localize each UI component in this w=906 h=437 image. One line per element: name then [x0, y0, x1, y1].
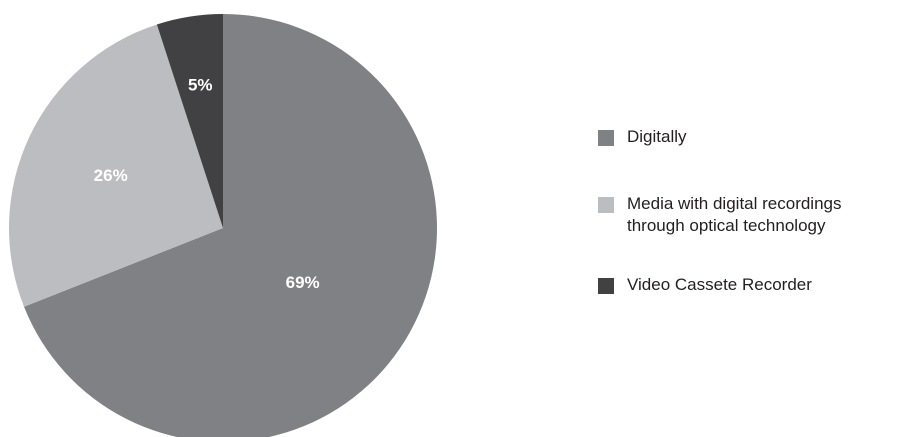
pie-label-digitally: 69%: [286, 273, 320, 292]
legend-label-digitally: Digitally: [627, 127, 687, 146]
pie-label-optical-media: 26%: [94, 166, 128, 185]
pie-slice-vcr: [156, 14, 223, 228]
pie-label-vcr: 5%: [188, 75, 213, 94]
legend-label-vcr: Video Cassete Recorder: [627, 275, 812, 294]
legend-label-optical-media: Media with digital recordings through op…: [627, 194, 842, 235]
pie-slices: [8, 14, 437, 437]
pie-slice-digitally: [24, 14, 437, 437]
pie-slice-labels: 69% 26% 5%: [94, 75, 320, 292]
legend-swatch-optical-media: [598, 197, 614, 213]
legend-swatch-vcr: [598, 278, 614, 294]
pie-slice-optical-media: [8, 24, 224, 307]
legend-swatch-digitally: [598, 130, 614, 146]
